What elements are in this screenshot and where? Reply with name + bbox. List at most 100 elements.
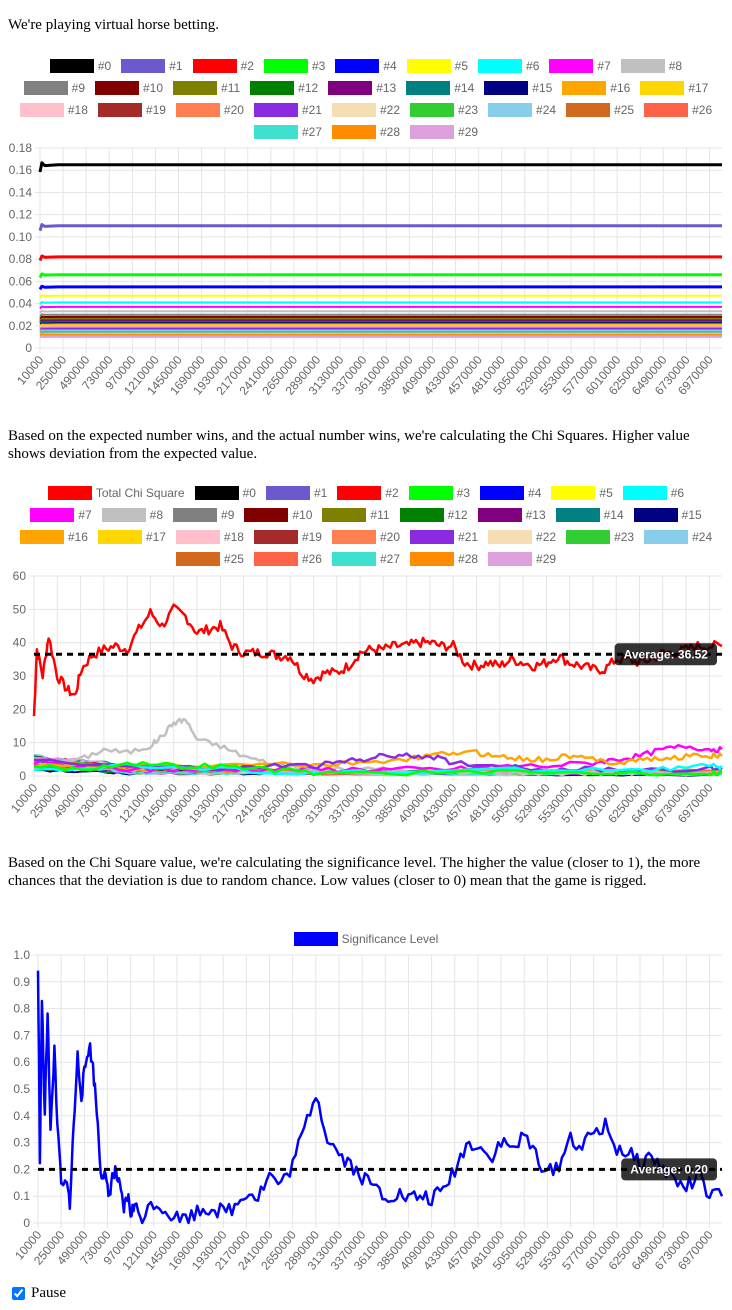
legend-item-horse-7[interactable]: #7 <box>549 57 611 75</box>
legend-item-horse-1[interactable]: #1 <box>121 57 183 75</box>
legend-item-chi-12[interactable]: #12 <box>399 506 468 524</box>
legend-item-chi-22[interactable]: #22 <box>488 528 556 546</box>
legend-swatch <box>101 508 146 522</box>
legend-item-horse-27[interactable]: #27 <box>253 123 322 141</box>
legend-swatch <box>19 530 64 544</box>
legend-label: #0 <box>97 59 112 73</box>
c1-series-horse-7 <box>39 305 722 310</box>
c1-ytick-label: 0.12 <box>9 208 33 222</box>
legend-item-horse-28[interactable]: #28 <box>331 123 400 141</box>
legend-item-horse-21[interactable]: #21 <box>253 101 322 119</box>
pause-control[interactable]: Pause <box>12 1285 66 1302</box>
legend-swatch <box>175 530 220 544</box>
legend-item-chi-25[interactable]: #25 <box>175 550 244 568</box>
legend-item-horse-10[interactable]: #10 <box>95 79 163 97</box>
legend-item-horse-3[interactable]: #3 <box>263 57 325 75</box>
legend-item-chi-11[interactable]: #11 <box>322 506 390 524</box>
legend-label: #24 <box>692 530 713 544</box>
legend-label: #25 <box>614 103 635 117</box>
legend-item-horse-19[interactable]: #19 <box>97 101 166 119</box>
legend-item-horse-14[interactable]: #14 <box>406 79 474 97</box>
legend-swatch <box>263 59 308 73</box>
legend-label: #20 <box>379 530 401 544</box>
legend-item-chi-3[interactable]: #3 <box>408 484 470 502</box>
legend-item-chi-0[interactable]: #0 <box>194 484 256 502</box>
legend-item-horse-4[interactable]: #4 <box>335 57 397 75</box>
legend-swatch <box>47 486 92 500</box>
legend-item-horse-15[interactable]: #15 <box>484 79 552 97</box>
legend-item-horse-25[interactable]: #25 <box>566 101 634 119</box>
legend-item-chi-5[interactable]: #5 <box>551 484 613 502</box>
legend-item-chi-24[interactable]: #24 <box>644 528 712 546</box>
legend-item-chi-29[interactable]: #29 <box>488 550 556 568</box>
legend-swatch <box>253 552 298 566</box>
c3-average-badge <box>621 1158 717 1181</box>
c3-average-label: Average: 0.20 <box>630 1162 708 1176</box>
chart-win-ratio: 00.020.040.060.080.100.120.140.160.18100… <box>9 141 722 398</box>
legend-item-horse-26[interactable]: #26 <box>644 101 712 119</box>
legend-item-chi-26[interactable]: #26 <box>253 550 322 568</box>
legend-item-chi-19[interactable]: #19 <box>253 528 322 546</box>
legend-item-chi-8[interactable]: #8 <box>101 506 163 524</box>
legend-item-total-chi-square[interactable]: Total Chi Square <box>47 484 185 502</box>
pause-checkbox[interactable] <box>12 1287 25 1300</box>
legend-item-horse-17[interactable]: #17 <box>640 79 708 97</box>
legend-swatch <box>488 530 533 544</box>
legend-item-chi-16[interactable]: #16 <box>19 528 88 546</box>
legend-swatch <box>633 508 678 522</box>
legend-item-chi-9[interactable]: #9 <box>173 506 234 524</box>
legend-item-chi-2[interactable]: #2 <box>337 484 399 502</box>
legend-item-chi-17[interactable]: #17 <box>97 528 166 546</box>
legend-label: #23 <box>458 103 479 117</box>
c1-series-horse-5 <box>39 294 722 299</box>
legend-item-horse-0[interactable]: #0 <box>49 57 112 75</box>
legend-swatch <box>555 508 600 522</box>
legend-item-horse-18[interactable]: #18 <box>19 101 88 119</box>
legend-item-horse-22[interactable]: #22 <box>331 101 400 119</box>
legend-item-chi-7[interactable]: #7 <box>30 506 92 524</box>
legend-item-chi-18[interactable]: #18 <box>175 528 244 546</box>
legend-item-horse-9[interactable]: #9 <box>23 79 85 97</box>
legend-label: #19 <box>301 530 322 544</box>
legend-item-chi-1[interactable]: #1 <box>265 484 327 502</box>
c3-ytick-label: 0.1 <box>13 1189 30 1203</box>
legend-item-chi-10[interactable]: #10 <box>244 506 312 524</box>
legend-horse-ratio: #0 #1 #2 #3 #4 #5 #6 #7 #8 #9 #10 #11 #12 #13 #14 #15 #1… <box>10 57 722 141</box>
legend-item-horse-20[interactable]: #20 <box>175 101 244 119</box>
c1-series-horse-3 <box>38 272 722 279</box>
c3-grid <box>33 954 722 1228</box>
legend-item-horse-11[interactable]: #11 <box>173 79 240 97</box>
legend-item-horse-13[interactable]: #13 <box>328 79 396 97</box>
legend-item-horse-12[interactable]: #12 <box>250 79 318 97</box>
legend-label: #25 <box>223 552 244 566</box>
legend-item-horse-23[interactable]: #23 <box>410 101 478 119</box>
legend-item-horse-5[interactable]: #5 <box>406 57 468 75</box>
legend-item-horse-6[interactable]: #6 <box>478 57 539 75</box>
legend-item-horse-24[interactable]: #24 <box>488 101 556 119</box>
legend-label: #13 <box>376 81 397 95</box>
legend-item-chi-23[interactable]: #23 <box>566 528 634 546</box>
legend-swatch <box>293 932 338 946</box>
legend-label: #12 <box>298 81 319 95</box>
legend-item-chi-28[interactable]: #28 <box>410 550 478 568</box>
legend-item-chi-20[interactable]: #20 <box>331 528 401 546</box>
legend-significance: Significance Level <box>10 930 722 948</box>
legend-item-chi-15[interactable]: #15 <box>633 506 702 524</box>
legend-item-chi-14[interactable]: #14 <box>555 506 624 524</box>
legend-label: #1 <box>169 59 183 73</box>
legend-item-horse-16[interactable]: #16 <box>562 79 630 97</box>
c2-ytick-label: 20 <box>13 702 27 716</box>
legend-item-chi-27[interactable]: #27 <box>331 550 400 568</box>
legend-item-horse-29[interactable]: #29 <box>410 123 478 141</box>
legend-swatch <box>644 103 689 117</box>
legend-item-significance-level[interactable]: Significance Level <box>293 930 438 948</box>
legend-item-chi-4[interactable]: #4 <box>480 484 541 502</box>
legend-item-horse-2[interactable]: #2 <box>192 57 254 75</box>
legend-item-chi-13[interactable]: #13 <box>477 506 546 524</box>
legend-swatch <box>410 125 455 139</box>
legend-item-chi-6[interactable]: #6 <box>622 484 684 502</box>
c2-ytick-label: 0 <box>19 769 26 783</box>
legend-item-horse-8[interactable]: #8 <box>620 57 682 75</box>
c1-series-horse-10 <box>39 315 722 319</box>
legend-item-chi-21[interactable]: #21 <box>410 528 478 546</box>
